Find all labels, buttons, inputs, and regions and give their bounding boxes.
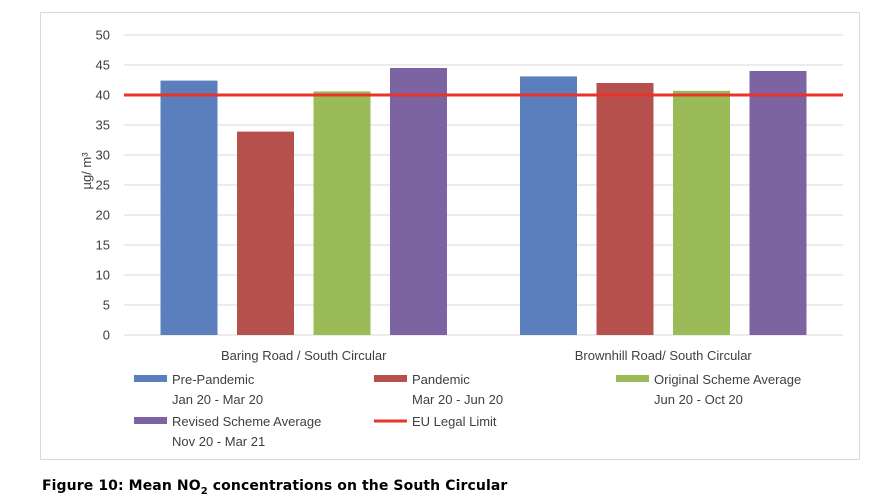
- y-tick-label: 35: [96, 118, 110, 133]
- figure-caption: Figure 10: Mean NO2 concentrations on th…: [42, 478, 507, 497]
- y-tick-label: 25: [96, 178, 110, 193]
- legend-label: Original Scheme Average: [654, 372, 801, 387]
- caption-prefix: Figure 10: Mean NO: [42, 478, 201, 494]
- y-tick-label: 10: [96, 268, 110, 283]
- bar-revised-scheme-average-0: [390, 68, 447, 335]
- bar-revised-scheme-average-1: [749, 71, 807, 335]
- y-axis-ticks: 0 5 10 15 20 25 30 35 40 45 50: [96, 28, 110, 343]
- y-tick-label: 15: [96, 238, 110, 253]
- gridlines: [124, 34, 843, 336]
- y-tick-label: 30: [96, 148, 110, 163]
- legend-period: Jan 20 - Mar 20: [172, 392, 263, 407]
- legend: Pre-Pandemic Jan 20 - Mar 20 Pandemic Mar 2…: [134, 372, 801, 449]
- legend-item: Revised Scheme Average Nov 20 - Mar 21: [134, 414, 321, 449]
- y-tick-label: 20: [96, 208, 110, 223]
- legend-swatch: [374, 375, 407, 382]
- bar-original-scheme-average-1: [673, 90, 730, 335]
- y-axis-label: µg/ m³: [79, 152, 94, 190]
- bar-chart: 0 5 10 15 20 25 30 35 40 45 50 µg/ m³ Baring Road …: [79, 28, 843, 449]
- caption-subscript: 2: [200, 485, 208, 497]
- legend-item: Original Scheme Average Jun 20 - Oct 20: [616, 372, 801, 407]
- legend-period: Jun 20 - Oct 20: [654, 392, 743, 407]
- bar-original-scheme-average-0: [313, 91, 371, 336]
- legend-label: Revised Scheme Average: [172, 414, 321, 429]
- bar-pandemic-0: [237, 131, 294, 335]
- bar-pre-pandemic-0: [160, 80, 218, 335]
- y-tick-label: 5: [103, 298, 110, 313]
- chart-frame: 0 5 10 15 20 25 30 35 40 45 50 µg/ m³ Baring Road …: [40, 12, 860, 460]
- y-tick-label: 45: [96, 58, 110, 73]
- legend-swatch: [616, 375, 649, 382]
- category-label: Baring Road / South Circular: [221, 348, 387, 363]
- legend-swatch: [134, 375, 167, 382]
- bar-pandemic-1: [596, 83, 654, 335]
- caption-suffix: concentrations on the South Circular: [207, 478, 508, 494]
- legend-label: Pandemic: [412, 372, 470, 387]
- legend-period: Nov 20 - Mar 21: [172, 434, 265, 449]
- category-label: Brownhill Road/ South Circular: [575, 348, 753, 363]
- y-tick-label: 0: [103, 328, 110, 343]
- legend-swatch: [134, 417, 167, 424]
- legend-label: EU Legal Limit: [412, 414, 497, 429]
- x-axis-categories: Baring Road / South Circular Brownhill Ro…: [221, 348, 752, 363]
- legend-label: Pre-Pandemic: [172, 372, 255, 387]
- y-tick-label: 50: [96, 28, 110, 43]
- legend-item: Pandemic Mar 20 - Jun 20: [374, 372, 503, 407]
- legend-item: EU Legal Limit: [374, 414, 497, 429]
- legend-item: Pre-Pandemic Jan 20 - Mar 20: [134, 372, 263, 407]
- bar-pre-pandemic-1: [520, 76, 577, 336]
- bars: [160, 68, 807, 336]
- y-tick-label: 40: [96, 88, 110, 103]
- legend-period: Mar 20 - Jun 20: [412, 392, 503, 407]
